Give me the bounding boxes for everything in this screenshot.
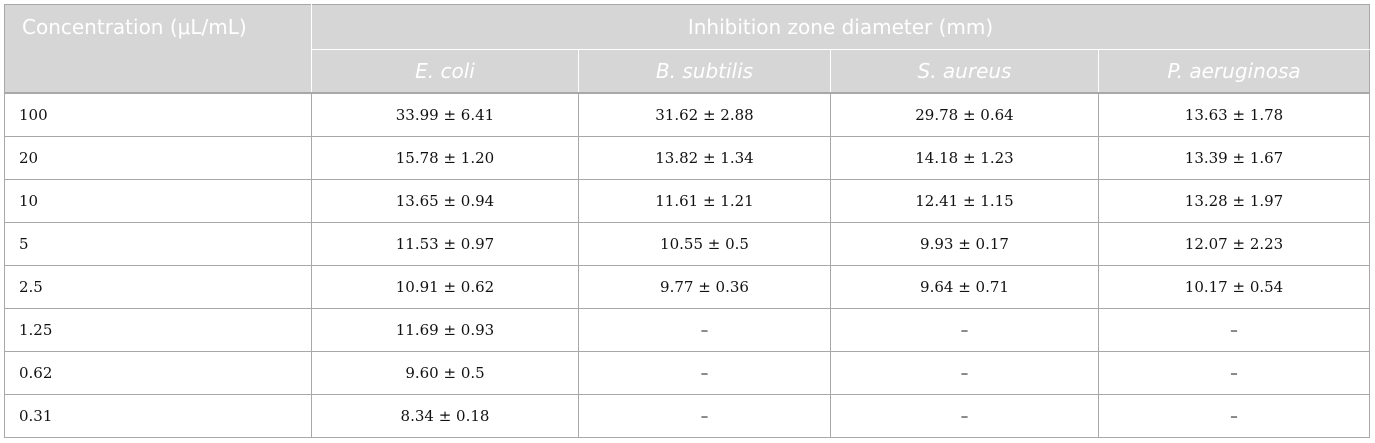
value-cell: 33.99 ± 6.41 <box>311 92 579 137</box>
species-header-s-aureus: S. aureus <box>830 49 1099 93</box>
value-cell: 9.60 ± 0.5 <box>311 351 579 395</box>
value-cell: – <box>1097 394 1370 438</box>
table-body: 100 33.99 ± 6.41 31.62 ± 2.88 29.78 ± 0.… <box>4 92 1370 438</box>
concentration-cell: 100 <box>4 92 312 137</box>
concentration-cell: 20 <box>4 136 312 180</box>
table-row: 20 15.78 ± 1.20 13.82 ± 1.34 14.18 ± 1.2… <box>4 136 1370 180</box>
value-cell: 11.69 ± 0.93 <box>311 308 579 352</box>
concentration-cell: 5 <box>4 222 312 266</box>
value-cell: 10.55 ± 0.5 <box>578 222 831 266</box>
table-row: 1.25 11.69 ± 0.93 – – – <box>4 308 1370 352</box>
value-cell: 9.93 ± 0.17 <box>830 222 1099 266</box>
concentration-cell: 1.25 <box>4 308 312 352</box>
value-cell: 13.39 ± 1.67 <box>1097 136 1370 180</box>
value-cell: – <box>1097 308 1370 352</box>
value-cell: – <box>830 394 1099 438</box>
table-row: 0.31 8.34 ± 0.18 – – – <box>4 394 1370 438</box>
value-cell: 31.62 ± 2.88 <box>578 92 831 137</box>
value-cell: 8.34 ± 0.18 <box>311 394 579 438</box>
value-cell: – <box>830 308 1099 352</box>
value-cell: – <box>1097 351 1370 395</box>
value-cell: 11.53 ± 0.97 <box>311 222 579 266</box>
value-cell: 29.78 ± 0.64 <box>830 92 1099 137</box>
value-cell: 14.18 ± 1.23 <box>830 136 1099 180</box>
species-header-b-subtilis: B. subtilis <box>578 49 831 93</box>
value-cell: – <box>830 351 1099 395</box>
species-header-p-aeruginosa: P. aeruginosa <box>1097 49 1370 93</box>
concentration-cell: 0.31 <box>4 394 312 438</box>
table-row: 2.5 10.91 ± 0.62 9.77 ± 0.36 9.64 ± 0.71… <box>4 265 1370 309</box>
value-cell: 13.63 ± 1.78 <box>1097 92 1370 137</box>
value-cell: – <box>578 351 831 395</box>
value-cell: 15.78 ± 1.20 <box>311 136 579 180</box>
inhibition-zone-group-header: Inhibition zone diameter (mm) <box>310 4 1370 50</box>
value-cell: – <box>578 308 831 352</box>
value-cell: 10.17 ± 0.54 <box>1097 265 1370 309</box>
inhibition-zone-table: Concentration (μL/mL) Inhibition zone di… <box>4 4 1371 438</box>
value-cell: 13.82 ± 1.34 <box>578 136 831 180</box>
value-cell: 9.64 ± 0.71 <box>830 265 1099 309</box>
inhibition-table-container: Concentration (μL/mL) Inhibition zone di… <box>4 4 1371 438</box>
table-row: 10 13.65 ± 0.94 11.61 ± 1.21 12.41 ± 1.1… <box>4 179 1370 223</box>
header-row-group: Concentration (μL/mL) Inhibition zone di… <box>4 4 1370 93</box>
value-cell: 9.77 ± 0.36 <box>578 265 831 309</box>
concentration-cell: 10 <box>4 179 312 223</box>
value-cell: 13.28 ± 1.97 <box>1097 179 1370 223</box>
table-row: 5 11.53 ± 0.97 10.55 ± 0.5 9.93 ± 0.17 1… <box>4 222 1370 266</box>
value-cell: 12.41 ± 1.15 <box>830 179 1099 223</box>
table-header: Concentration (μL/mL) Inhibition zone di… <box>4 4 1370 93</box>
value-cell: 12.07 ± 2.23 <box>1097 222 1370 266</box>
concentration-cell: 2.5 <box>4 265 312 309</box>
species-header-e-coli: E. coli <box>311 49 579 93</box>
table-row: 0.62 9.60 ± 0.5 – – – <box>4 351 1370 395</box>
value-cell: 13.65 ± 0.94 <box>311 179 579 223</box>
concentration-cell: 0.62 <box>4 351 312 395</box>
value-cell: 10.91 ± 0.62 <box>311 265 579 309</box>
header-row-species: E. coli B. subtilis S. aureus P. aerugin… <box>5 49 1370 93</box>
value-cell: – <box>578 394 831 438</box>
table-row: 100 33.99 ± 6.41 31.62 ± 2.88 29.78 ± 0.… <box>4 92 1370 137</box>
value-cell: 11.61 ± 1.21 <box>578 179 831 223</box>
concentration-column-header: Concentration (μL/mL) <box>4 4 312 93</box>
